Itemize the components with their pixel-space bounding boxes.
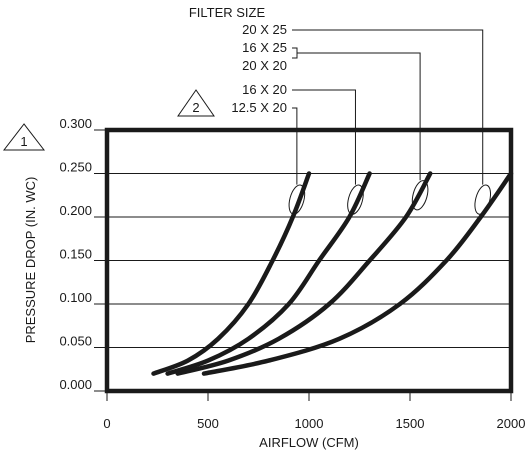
callout-layer: 20 X 25 16 X 25 20 X 20 16 X 20 12.5 X 20 (231, 22, 492, 215)
callout-ellipse (288, 184, 306, 215)
y-tick-labels: 0.000 0.050 0.100 0.150 0.200 0.250 0.300 (59, 116, 92, 392)
y-tick-label: 0.200 (59, 203, 92, 218)
callout-leader (297, 52, 421, 181)
callout-leader (292, 107, 298, 185)
note-marker-1: 1 (2, 123, 46, 151)
series-curve (151, 171, 312, 376)
callout-ellipse (474, 184, 492, 215)
x-axis-label: AIRFLOW (CFM) (259, 435, 359, 450)
x-tick-label: 0 (103, 416, 110, 431)
callout-ellipse (411, 180, 429, 211)
x-tick-label: 1000 (295, 416, 324, 431)
filter-size-label: 20 X 25 (242, 22, 287, 37)
callout-ellipse (347, 184, 364, 215)
note-marker-2: 2 (177, 89, 215, 117)
note-marker-1-number: 1 (20, 134, 27, 149)
callout-bracket (292, 47, 298, 59)
y-tick-label: 0.000 (59, 377, 92, 392)
note-marker-2-number: 2 (192, 100, 199, 115)
x-tick-label: 1500 (396, 416, 425, 431)
filter-size-label: 16 X 25 (242, 40, 287, 55)
series-curve (175, 171, 433, 376)
x-tick-label: 500 (197, 416, 219, 431)
filter-size-label: 16 X 20 (242, 82, 287, 97)
legend-title: FILTER SIZE (189, 5, 266, 20)
x-tick-label: 2000 (497, 416, 526, 431)
curve-layer (151, 171, 514, 376)
series-curve (201, 171, 514, 376)
y-tick-label: 0.300 (59, 116, 92, 131)
y-tick-label: 0.050 (59, 334, 92, 349)
callout-leader (292, 89, 356, 185)
y-tick-label: 0.100 (59, 290, 92, 305)
y-tick-label: 0.150 (59, 247, 92, 262)
series-curve (165, 171, 372, 376)
filter-size-label: 12.5 X 20 (231, 100, 287, 115)
callout-leader (292, 29, 484, 185)
x-tick-labels: 0 500 1000 1500 2000 (103, 416, 525, 431)
note-triangle-1 (2, 123, 46, 151)
y-tick-label: 0.250 (59, 160, 92, 175)
plot-frame (104, 127, 514, 394)
y-axis-label: PRESSURE DROP (IN. WC) (23, 177, 38, 344)
filter-size-label: 20 X 20 (242, 58, 287, 73)
note-triangle-2 (177, 89, 215, 117)
grid-layer (94, 129, 512, 401)
